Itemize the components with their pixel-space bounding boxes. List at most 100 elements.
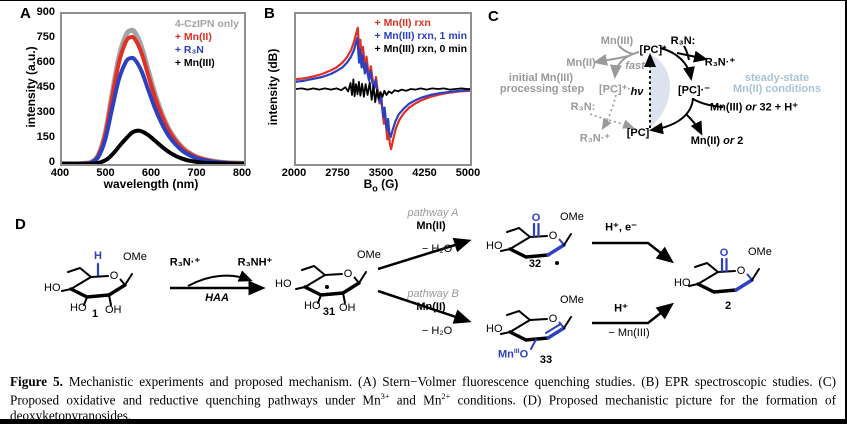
set-arc-arrow: [187, 270, 253, 287]
structure-1: O OMe H HO HO OH 1: [44, 250, 151, 321]
pathway-b-byproduct: − H₂O: [421, 325, 453, 337]
pyranose-ring-1: O: [61, 262, 133, 306]
amine-radical-branch-arrow: [676, 50, 708, 63]
legend-item: + Mn(III) rxn, 1 min: [374, 30, 467, 42]
dotted-arrow-to-amine-radical: [601, 94, 617, 131]
mn2-branch-arrow: [593, 53, 629, 66]
legend-item: + R₃N: [174, 44, 204, 56]
pathway-b-arrow: [377, 289, 472, 324]
x-tick-label: 500: [96, 167, 115, 179]
pathway-a-arrow: [377, 237, 472, 271]
hv-label: hν: [630, 86, 644, 98]
initial-step-caption-line1: initial Mn(III): [508, 72, 574, 84]
quenching-cycle-arrows: [589, 45, 724, 136]
mechanism-arrows: [170, 237, 674, 325]
x-tick-label: 2750: [325, 167, 350, 179]
ho-left-label: HO: [275, 278, 292, 290]
ome-label: OMe: [357, 249, 381, 261]
panel-b-label: B: [264, 5, 275, 22]
ho-bottom-label: HO: [304, 300, 321, 312]
ho-left-label: HO: [486, 323, 503, 335]
x-tick-label: 4250: [412, 167, 437, 179]
protonation-arrow: [592, 302, 674, 325]
ring-oxygen-label: O: [549, 230, 558, 242]
x-tick-label: 3500: [368, 167, 394, 179]
figure-caption: Figure 5. Mechanistic experiments and pr…: [10, 374, 836, 424]
mn3-enolate-label: MnIIIO: [498, 348, 529, 361]
mn3-or-32-label: Mn(III) or 32 + H⁺: [709, 101, 799, 114]
series--mn-iii-: [62, 128, 244, 164]
pcanion-to-pc-arrow: [649, 97, 694, 135]
pyranose-ring-33: O: [500, 309, 572, 350]
fluorescence-chart: [62, 27, 244, 164]
ring-oxygen-label: O: [737, 265, 746, 277]
pyranose-ring-31: O: [295, 264, 367, 304]
panel-b: B intensity (dB) + Mn(II) rxn + Mn(III) r…: [258, 0, 482, 196]
pc-ground-label: [PC]: [626, 127, 650, 139]
protonation-reduction-arrow: [592, 241, 674, 264]
y-tick-label: 450: [36, 81, 55, 93]
x-tick-label: 800: [232, 167, 252, 179]
panel-a-legend: 4-CzIPN only + Mn(II) + R₃N + Mn(III): [175, 18, 239, 70]
amine-feed-line: [683, 45, 690, 61]
panel-b-legend: + Mn(II) rxn + Mn(III) rxn, 1 min + Mn(III…: [375, 17, 467, 56]
compound-number-32: 32: [528, 258, 542, 270]
ketone-oxygen-label: O: [532, 212, 541, 224]
legend-item: + Mn(II): [174, 31, 212, 43]
compound-number-1: 1: [91, 308, 99, 320]
pyranose-ring-32: O O: [500, 212, 572, 265]
fast-label: fast: [625, 60, 645, 72]
radical-dot: [325, 285, 329, 289]
oh-label: OH: [339, 302, 356, 314]
proton-electron-label: H⁺, e⁻: [605, 221, 637, 234]
abstracted-h-label: H: [94, 250, 102, 262]
proton-label: H⁺: [614, 302, 628, 315]
panel-b-y-axis-label: intensity (dB): [266, 48, 280, 126]
ring-oxygen-label: O: [549, 313, 558, 325]
initial-step-caption-line2: processing step: [499, 83, 585, 95]
mn3-feed-line-gray: [618, 45, 634, 55]
panel-b-plot-area: + Mn(II) rxn + Mn(III) rxn, 1 min + Mn(III…: [294, 12, 472, 166]
page-bottom-rule: [0, 419, 847, 424]
minus-mn3-label: − Mn(III): [608, 327, 650, 339]
amine-label-gray: R₃N:: [570, 101, 596, 113]
x-tick-label: 5000: [455, 167, 481, 179]
series--r-n: [62, 55, 244, 164]
dotted-arrow-to-pc: [589, 113, 635, 129]
ome-label: OMe: [748, 246, 772, 258]
ho-bottom-label: HO: [70, 302, 87, 314]
steady-state-caption-line1: steady-state: [744, 72, 810, 84]
x-tick-label: 600: [141, 167, 161, 179]
series--mn-iii-rxn-0-min: [296, 78, 470, 104]
mn3-feed-line: [692, 98, 724, 108]
pcstar-to-pccation-arrow: [609, 51, 640, 79]
amine-label: R₃N:: [670, 35, 696, 47]
compound-number-33: 33: [539, 354, 553, 366]
pathway-a-byproduct: − H₂O: [421, 243, 453, 255]
amine-radical-label-gray: R₃N·⁺: [579, 132, 611, 145]
panel-a: A intensity (a.u.) 4-CzIPN only + Mn(II) +…: [0, 0, 256, 196]
structure-33: O OMe HO MnIIIO 33: [486, 294, 590, 366]
steady-state-shaded-region: [650, 54, 670, 128]
y-tick-label: 900: [36, 6, 55, 18]
panel-d-label: D: [15, 216, 26, 233]
mn3-label-gray: Mn(III): [600, 35, 634, 47]
panel-a-x-axis-label: wavelength (nm): [103, 177, 199, 191]
page-right-rule: [845, 0, 847, 424]
ring-oxygen-label: O: [110, 270, 119, 282]
structure-2: O O OMe HO 2: [674, 246, 778, 316]
ketone-oxygen-label: O: [720, 247, 729, 259]
amine-radical-cation-label: R₃N·⁺: [169, 256, 201, 269]
y-tick-label: 150: [36, 131, 55, 143]
x-tick-label: 700: [187, 167, 206, 179]
panel-a-label: A: [20, 5, 31, 22]
mn2-out-branch-arrow: [685, 113, 703, 136]
ho-left-label: HO: [44, 282, 61, 294]
y-tick-label: 750: [36, 31, 55, 43]
caption-figure-number: Figure 5.: [10, 374, 63, 389]
x-tick-label: 400: [50, 167, 70, 179]
compound-number-2: 2: [724, 300, 732, 312]
ome-label: OMe: [560, 211, 584, 223]
panel-a-plot-area: 4-CzIPN only + Mn(II) + R₃N + Mn(III): [60, 12, 246, 166]
haa-label: HAA: [205, 292, 229, 304]
